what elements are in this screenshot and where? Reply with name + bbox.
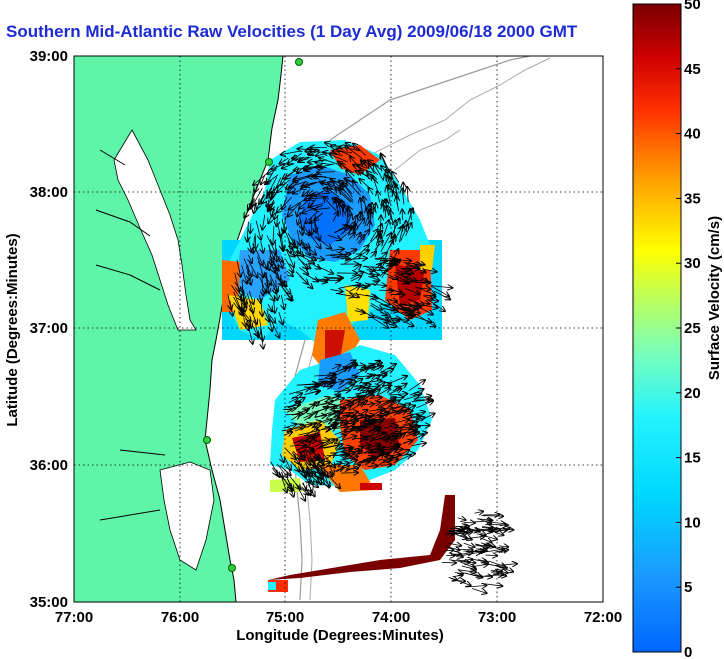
- hf-radar-station: [295, 58, 303, 66]
- y-axis-label: Latitude (Degrees:Minutes): [4, 233, 21, 426]
- x-axis-ticks: 77:00 76:00 75:00 74:00 73:00 72:00: [55, 609, 622, 626]
- graticule: [74, 56, 603, 602]
- x-axis-label: Longitude (Degrees:Minutes): [236, 627, 444, 644]
- colorbar-tick-label: 25: [684, 320, 701, 337]
- map-title: Southern Mid-Atlantic Raw Velocities (1 …: [6, 22, 578, 41]
- velocity-field-offshore: [268, 495, 455, 592]
- y-tick-label: 37:00: [30, 320, 68, 337]
- y-tick-label: 39:00: [30, 48, 68, 65]
- chesapeake-bay: [113, 129, 197, 331]
- x-tick-label: 73:00: [478, 609, 516, 626]
- river-line: [99, 149, 126, 166]
- river-line: [95, 264, 161, 291]
- y-tick-label: 35:00: [30, 594, 68, 611]
- x-tick-label: 77:00: [55, 609, 93, 626]
- x-tick-label: 76:00: [161, 609, 199, 626]
- colorbar-tick-label: 45: [684, 61, 701, 78]
- river-line: [95, 209, 151, 237]
- colorbar-tick-label: 40: [684, 126, 701, 143]
- colorbar-tick-label: 0: [684, 644, 692, 659]
- river-line: [119, 449, 166, 456]
- colorbar-tick-label: 10: [684, 514, 701, 531]
- river-line: [99, 509, 161, 521]
- hf-radar-station: [203, 436, 211, 444]
- colorbar-tick-label: 50: [684, 0, 701, 13]
- plot-frame: [73, 55, 604, 603]
- pamlico-sound: [159, 461, 215, 571]
- x-tick-label: 74:00: [372, 609, 410, 626]
- y-axis-ticks: 39:00 38:00 37:00 36:00 35:00: [30, 48, 68, 611]
- x-tick-label: 75:00: [266, 609, 304, 626]
- colorbar-label: Surface Velocity (cm/s): [706, 216, 723, 380]
- colorbar-ticks: 0 5 10 15 20 25 30 35 40 45 50: [676, 0, 701, 659]
- colorbar-tick-label: 30: [684, 255, 701, 272]
- colorbar: [632, 3, 682, 653]
- coastline: [204, 56, 284, 602]
- x-tick-label: 72:00: [584, 609, 622, 626]
- y-tick-label: 36:00: [30, 457, 68, 474]
- hf-radar-station: [228, 564, 236, 572]
- bathymetry-contour: [394, 129, 461, 171]
- y-tick-label: 38:00: [30, 184, 68, 201]
- hf-radar-station: [265, 158, 273, 166]
- velocity-vectors: [228, 143, 517, 594]
- colorbar-tick-label: 35: [684, 190, 701, 207]
- colorbar-tick-label: 5: [684, 579, 692, 596]
- colorbar-tick-label: 20: [684, 385, 701, 402]
- colorbar-tick-label: 15: [684, 450, 701, 467]
